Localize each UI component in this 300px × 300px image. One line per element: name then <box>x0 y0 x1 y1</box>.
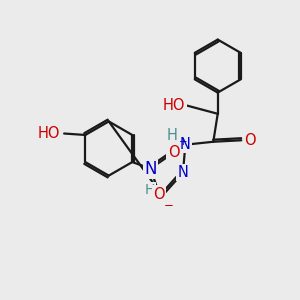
Text: N: N <box>180 137 191 152</box>
Text: H: H <box>145 183 155 197</box>
Text: N: N <box>178 165 188 180</box>
Text: O: O <box>168 146 179 160</box>
Text: O: O <box>153 187 164 202</box>
Text: O: O <box>244 133 255 148</box>
Text: HO: HO <box>37 126 60 141</box>
Text: N: N <box>144 160 157 178</box>
Text: −: − <box>164 199 174 212</box>
Text: H: H <box>167 128 178 143</box>
Text: HO: HO <box>163 98 185 113</box>
Text: +: + <box>179 137 188 147</box>
